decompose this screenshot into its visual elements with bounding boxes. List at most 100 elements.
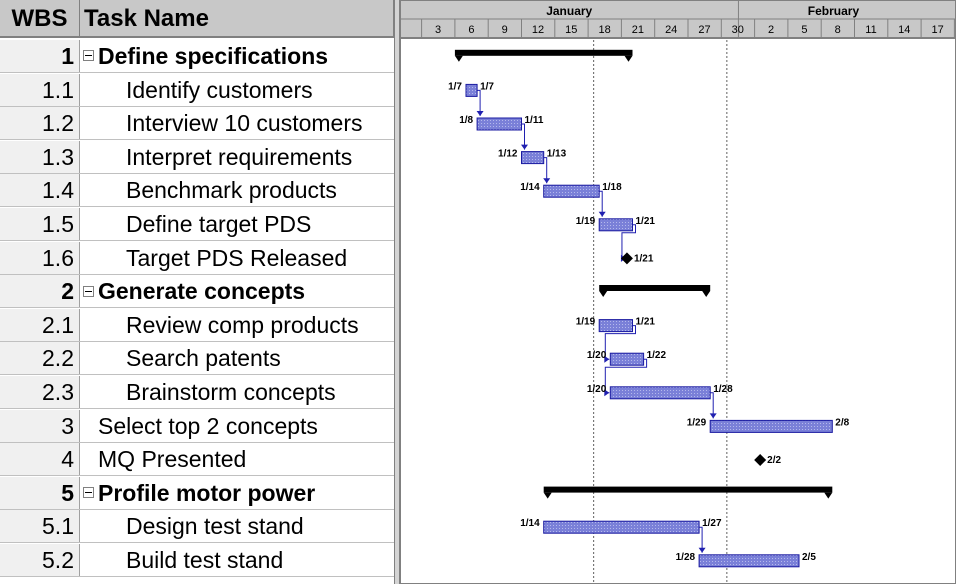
collapse-icon[interactable] xyxy=(83,50,94,62)
tick-label: 6 xyxy=(468,24,474,36)
task-name: Profile motor power xyxy=(98,479,316,506)
task-name-column-header[interactable]: Task Name xyxy=(80,0,394,38)
link-arrowhead xyxy=(598,211,606,217)
tick-label: 27 xyxy=(698,24,710,36)
task-bar[interactable] xyxy=(609,386,711,400)
task-end-label: 1/18 xyxy=(602,182,622,193)
task-row[interactable]: 1.5 Define target PDS xyxy=(0,208,394,241)
summary-bar[interactable] xyxy=(543,486,833,493)
task-start-label: 1/20 xyxy=(587,384,607,395)
dependency-link xyxy=(599,190,603,217)
task-name-cell[interactable]: Target PDS Released xyxy=(80,242,440,274)
task-name-cell[interactable]: Identify customers xyxy=(80,74,440,106)
task-bar[interactable] xyxy=(598,319,633,333)
task-wbs: 5 xyxy=(0,476,80,509)
task-row[interactable]: 5.1 Design test stand xyxy=(0,510,394,544)
task-row[interactable]: 4 MQ Presented xyxy=(0,443,394,477)
task-row[interactable]: 2.2 Search patents xyxy=(0,342,394,376)
summary-bar[interactable] xyxy=(599,285,711,291)
tick-label: 11 xyxy=(865,24,876,36)
task-name-cell[interactable]: MQ Presented xyxy=(80,443,412,475)
task-row[interactable]: 2 Generate concepts xyxy=(0,275,394,309)
task-name-cell[interactable]: Interview 10 customers xyxy=(80,107,440,139)
task-name-cell[interactable]: Select top 2 concepts xyxy=(80,410,412,442)
task-name-cell[interactable]: Benchmark products xyxy=(80,174,440,206)
task-end-label: 1/22 xyxy=(647,350,667,361)
task-name: Benchmark products xyxy=(126,177,337,204)
summary-bar-end-cap xyxy=(624,55,633,62)
split-bar[interactable] xyxy=(394,0,400,584)
task-bar[interactable] xyxy=(521,151,545,165)
summary-bar[interactable] xyxy=(454,49,633,56)
task-wbs: 4 xyxy=(0,443,80,476)
task-name-cell[interactable]: Build test stand xyxy=(80,544,440,576)
task-row[interactable]: 1.6 Target PDS Released xyxy=(0,241,394,275)
task-name: Generate concepts xyxy=(98,278,306,305)
collapse-icon[interactable] xyxy=(83,285,94,297)
task-row[interactable]: 3 Select top 2 concepts xyxy=(0,409,394,443)
task-end-label: 1/27 xyxy=(702,518,722,529)
tick-label: 14 xyxy=(898,24,910,36)
task-name-cell[interactable]: Search patents xyxy=(80,342,440,374)
task-start-label: 1/12 xyxy=(498,149,518,160)
task-end-label: 1/21 xyxy=(636,216,656,227)
task-name-cell[interactable]: Define target PDS xyxy=(80,208,440,240)
tick-label: 3 xyxy=(435,24,441,36)
task-name: Interview 10 customers xyxy=(126,110,363,137)
task-row[interactable]: 2.3 Brainstorm concepts xyxy=(0,376,394,409)
wbs-column-header[interactable]: WBS xyxy=(0,0,80,38)
task-end-label: 1/7 xyxy=(480,81,494,92)
tick-label: 9 xyxy=(502,24,508,36)
task-bar[interactable] xyxy=(609,352,645,366)
milestone-date-label: 2/2 xyxy=(767,455,781,466)
task-row[interactable]: 1.2 Interview 10 customers xyxy=(0,107,394,141)
task-name-cell[interactable]: Review comp products xyxy=(80,309,440,341)
task-row[interactable]: 1.4 Benchmark products xyxy=(0,174,394,208)
task-bar[interactable] xyxy=(543,184,600,198)
task-row[interactable]: 5 Profile motor power xyxy=(0,476,394,510)
task-name-cell[interactable]: Generate concepts xyxy=(80,275,394,307)
task-wbs: 2.1 xyxy=(0,308,80,341)
task-name-cell[interactable]: Profile motor power xyxy=(80,477,394,509)
dependency-link xyxy=(543,157,548,184)
link-arrowhead xyxy=(698,547,706,553)
task-wbs: 1 xyxy=(0,40,80,72)
task-end-label: 1/28 xyxy=(713,384,733,395)
task-wbs: 2 xyxy=(0,275,80,308)
task-name: Brainstorm concepts xyxy=(126,379,336,405)
task-name: Select top 2 concepts xyxy=(98,412,318,439)
task-bar[interactable] xyxy=(476,117,522,131)
task-name: Define specifications xyxy=(98,43,329,69)
task-bar[interactable] xyxy=(709,419,833,433)
task-name-cell[interactable]: Brainstorm concepts xyxy=(80,376,440,408)
task-row[interactable]: 1.1 Identify customers xyxy=(0,73,394,107)
task-bar[interactable] xyxy=(698,554,800,568)
link-arrowhead xyxy=(604,355,610,363)
task-row[interactable]: 2.1 Review comp products xyxy=(0,308,394,342)
task-wbs: 1.3 xyxy=(0,140,80,173)
gantt-chart: January February 3 6 9 12 15 18 21 24 27 30 2 5 8 11 14 1… xyxy=(400,0,956,584)
tick-label: 21 xyxy=(632,24,644,36)
task-row[interactable]: 1.3 Interpret requirements xyxy=(0,140,394,174)
task-name-cell[interactable]: Define specifications xyxy=(80,40,394,72)
task-end-label: 1/11 xyxy=(525,115,544,126)
summary-bar-end-cap xyxy=(543,492,552,499)
task-end-label: 1/21 xyxy=(636,317,656,328)
milestone-diamond[interactable] xyxy=(754,454,767,466)
summary-bar-end-cap xyxy=(824,492,833,499)
task-name-cell[interactable]: Interpret requirements xyxy=(80,141,440,173)
task-bar[interactable] xyxy=(598,218,633,232)
task-bar[interactable] xyxy=(543,520,700,534)
task-row[interactable]: 1 Define specifications xyxy=(0,40,394,73)
milestone-diamond[interactable] xyxy=(620,252,633,265)
task-row[interactable]: 5.2 Build test stand xyxy=(0,544,394,577)
task-wbs: 2.2 xyxy=(0,342,80,375)
dependency-link xyxy=(710,392,714,419)
task-name-cell[interactable]: Design test stand xyxy=(80,510,440,542)
collapse-icon[interactable] xyxy=(83,487,94,499)
task-end-label: 2/5 xyxy=(802,552,816,563)
task-start-label: 1/29 xyxy=(687,417,707,428)
task-name: Target PDS Released xyxy=(126,244,348,271)
summary-bar-end-cap xyxy=(454,55,463,62)
task-bar[interactable] xyxy=(465,83,478,97)
